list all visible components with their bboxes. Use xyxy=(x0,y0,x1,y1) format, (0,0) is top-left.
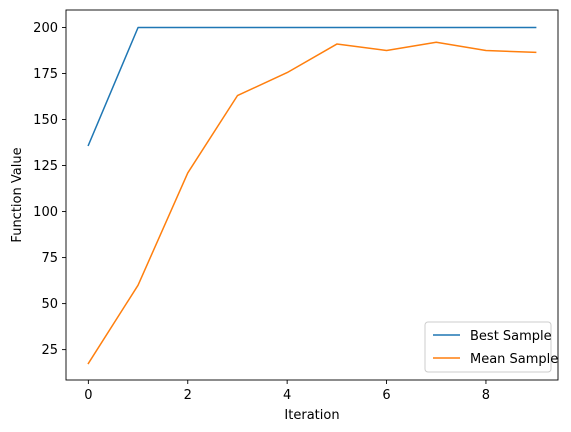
series-line-best-sample xyxy=(87,26,537,147)
x-tick-label: 4 xyxy=(283,388,291,403)
x-tick-label: 6 xyxy=(382,388,390,403)
series-line-mean-sample xyxy=(87,41,537,365)
legend: Best Sample Mean Sample xyxy=(424,321,558,373)
y-axis-title: Function Value xyxy=(10,147,25,242)
x-tick-label: 2 xyxy=(184,388,192,403)
y-tick-label: 75 xyxy=(41,251,58,266)
axes-layer: 0 2 4 6 8 25 50 75 100 125 150 175 200 xyxy=(33,21,490,403)
x-tick-label: 8 xyxy=(482,388,490,403)
y-tick-label: 50 xyxy=(41,297,58,312)
x-axis-title: Iteration xyxy=(284,408,339,423)
x-tick-label: 0 xyxy=(84,388,92,403)
legend-label-mean-sample: Mean Sample xyxy=(470,352,558,367)
y-tick-label: 100 xyxy=(33,205,58,220)
y-tick-label: 25 xyxy=(41,343,58,358)
plot-frame xyxy=(65,9,559,381)
y-tick-label: 175 xyxy=(33,67,58,82)
y-tick-label: 125 xyxy=(33,159,58,174)
y-tick-label: 200 xyxy=(33,21,58,36)
y-tick-label: 150 xyxy=(33,113,58,128)
plot-area xyxy=(66,10,558,380)
legend-label-best-sample: Best Sample xyxy=(470,329,552,344)
series-layer xyxy=(87,26,537,365)
